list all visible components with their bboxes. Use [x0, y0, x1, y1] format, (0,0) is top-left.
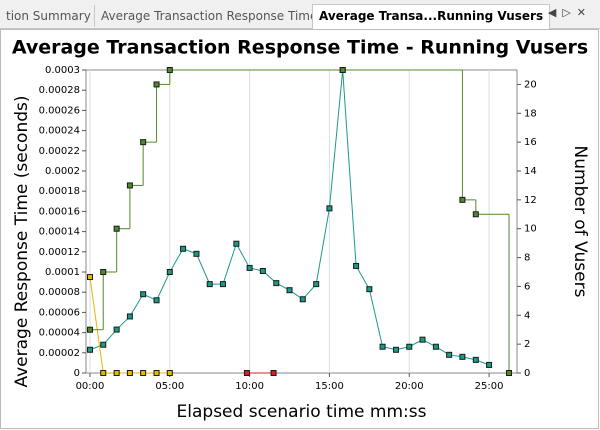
y2-axis-label: Number of Vusers [570, 146, 590, 298]
chart-title: Average Transaction Response Time - Runn… [12, 37, 588, 59]
y-tick-label: 0.0003 [45, 65, 80, 76]
point-marker [126, 182, 133, 189]
tab[interactable]: Average Transaction Response Time [95, 5, 325, 27]
point-marker [86, 274, 93, 281]
point-marker [113, 225, 120, 232]
point-marker [113, 326, 120, 333]
point-marker [206, 281, 213, 288]
y-axis-label: Average Response Time (seconds) [12, 95, 32, 387]
point-marker [100, 341, 107, 348]
point-marker [100, 269, 107, 275]
y-tick-label: 0.00014 [39, 227, 80, 238]
y2-tick-label: 2 [524, 339, 530, 350]
point-marker [472, 356, 479, 363]
y-tick-label: 0.00004 [39, 328, 80, 339]
point-marker [299, 296, 306, 303]
point-marker [459, 353, 466, 360]
tab-active[interactable]: Average Transa...Running Vusers [312, 4, 551, 29]
point-marker [140, 291, 147, 298]
point-marker [366, 286, 373, 293]
x-tick-label: 10:00 [235, 381, 264, 392]
x-tick-label: 00:00 [76, 381, 105, 392]
x-tick-label: 25:00 [475, 381, 504, 392]
point-marker [86, 346, 93, 353]
x-tick-label: 05:00 [155, 381, 184, 392]
y-tick-label: 0 [74, 368, 80, 379]
y-tick-label: 0.00022 [39, 146, 80, 157]
point-marker [166, 370, 173, 376]
point-marker [166, 269, 173, 275]
point-marker [286, 287, 293, 294]
point-marker [326, 205, 333, 212]
tab-nav[interactable]: ◀▷✕ [547, 6, 592, 19]
point-marker [393, 346, 400, 353]
point-marker [243, 370, 250, 376]
point-marker [432, 343, 439, 350]
point-marker [270, 370, 277, 376]
y2-tick-label: 6 [524, 281, 530, 292]
x-axis-label: Elapsed scenario time mm:ss [177, 402, 427, 422]
point-marker [100, 370, 107, 376]
point-marker [419, 336, 426, 343]
point-marker [126, 370, 133, 376]
y-tick-label: 0.00006 [39, 307, 80, 318]
point-marker [233, 240, 240, 247]
point-marker [446, 351, 453, 358]
point-marker [180, 245, 187, 252]
x-tick-label: 20:00 [395, 381, 424, 392]
y-tick-label: 0.0002 [45, 166, 80, 177]
point-marker [486, 361, 493, 368]
y-tick-label: 0.00028 [39, 85, 80, 96]
y2-tick-label: 16 [524, 137, 537, 148]
chart: Average Transaction Response Time - Runn… [0, 29, 599, 429]
point-marker [353, 262, 360, 269]
y2-tick-label: 20 [524, 79, 537, 90]
y-tick-label: 0.00016 [39, 206, 80, 217]
point-marker [313, 281, 320, 288]
y-tick-label: 0.0001 [45, 267, 80, 278]
y2-tick-label: 4 [524, 310, 530, 321]
x-tick-label: 15:00 [315, 381, 344, 392]
y2-tick-label: 18 [524, 108, 537, 119]
tab[interactable]: tion Summary [0, 5, 95, 27]
point-marker [273, 280, 280, 287]
y-tick-label: 0.00024 [39, 126, 80, 137]
y2-tick-label: 14 [524, 166, 537, 177]
y2-tick-label: 0 [524, 368, 530, 379]
point-marker [140, 139, 147, 146]
point-marker [219, 281, 226, 288]
point-marker [86, 326, 93, 333]
point-marker [126, 313, 133, 320]
y2-tick-label: 8 [524, 253, 530, 264]
point-marker [406, 343, 413, 350]
y-tick-label: 0.00008 [39, 287, 80, 298]
y-tick-label: 0.00026 [39, 105, 80, 116]
y2-tick-label: 10 [524, 224, 537, 235]
point-marker [246, 264, 253, 271]
y-tick-label: 0.00002 [39, 348, 80, 359]
point-marker [193, 250, 200, 257]
point-marker [472, 211, 479, 218]
point-marker [113, 370, 120, 376]
tab-bar: tion Summary Average Transaction Respons… [0, 0, 600, 29]
point-marker [259, 267, 266, 274]
point-marker [506, 370, 513, 376]
y2-tick-label: 12 [524, 195, 537, 206]
point-marker [153, 370, 160, 376]
y-tick-label: 0.00012 [39, 247, 80, 258]
y-tick-label: 0.00018 [39, 186, 80, 197]
point-marker [166, 67, 173, 73]
point-marker [153, 297, 160, 304]
point-marker [339, 67, 346, 73]
point-marker [153, 81, 160, 88]
point-marker [379, 343, 386, 350]
point-marker [459, 196, 466, 203]
point-marker [140, 370, 147, 376]
plot-area [85, 69, 518, 374]
